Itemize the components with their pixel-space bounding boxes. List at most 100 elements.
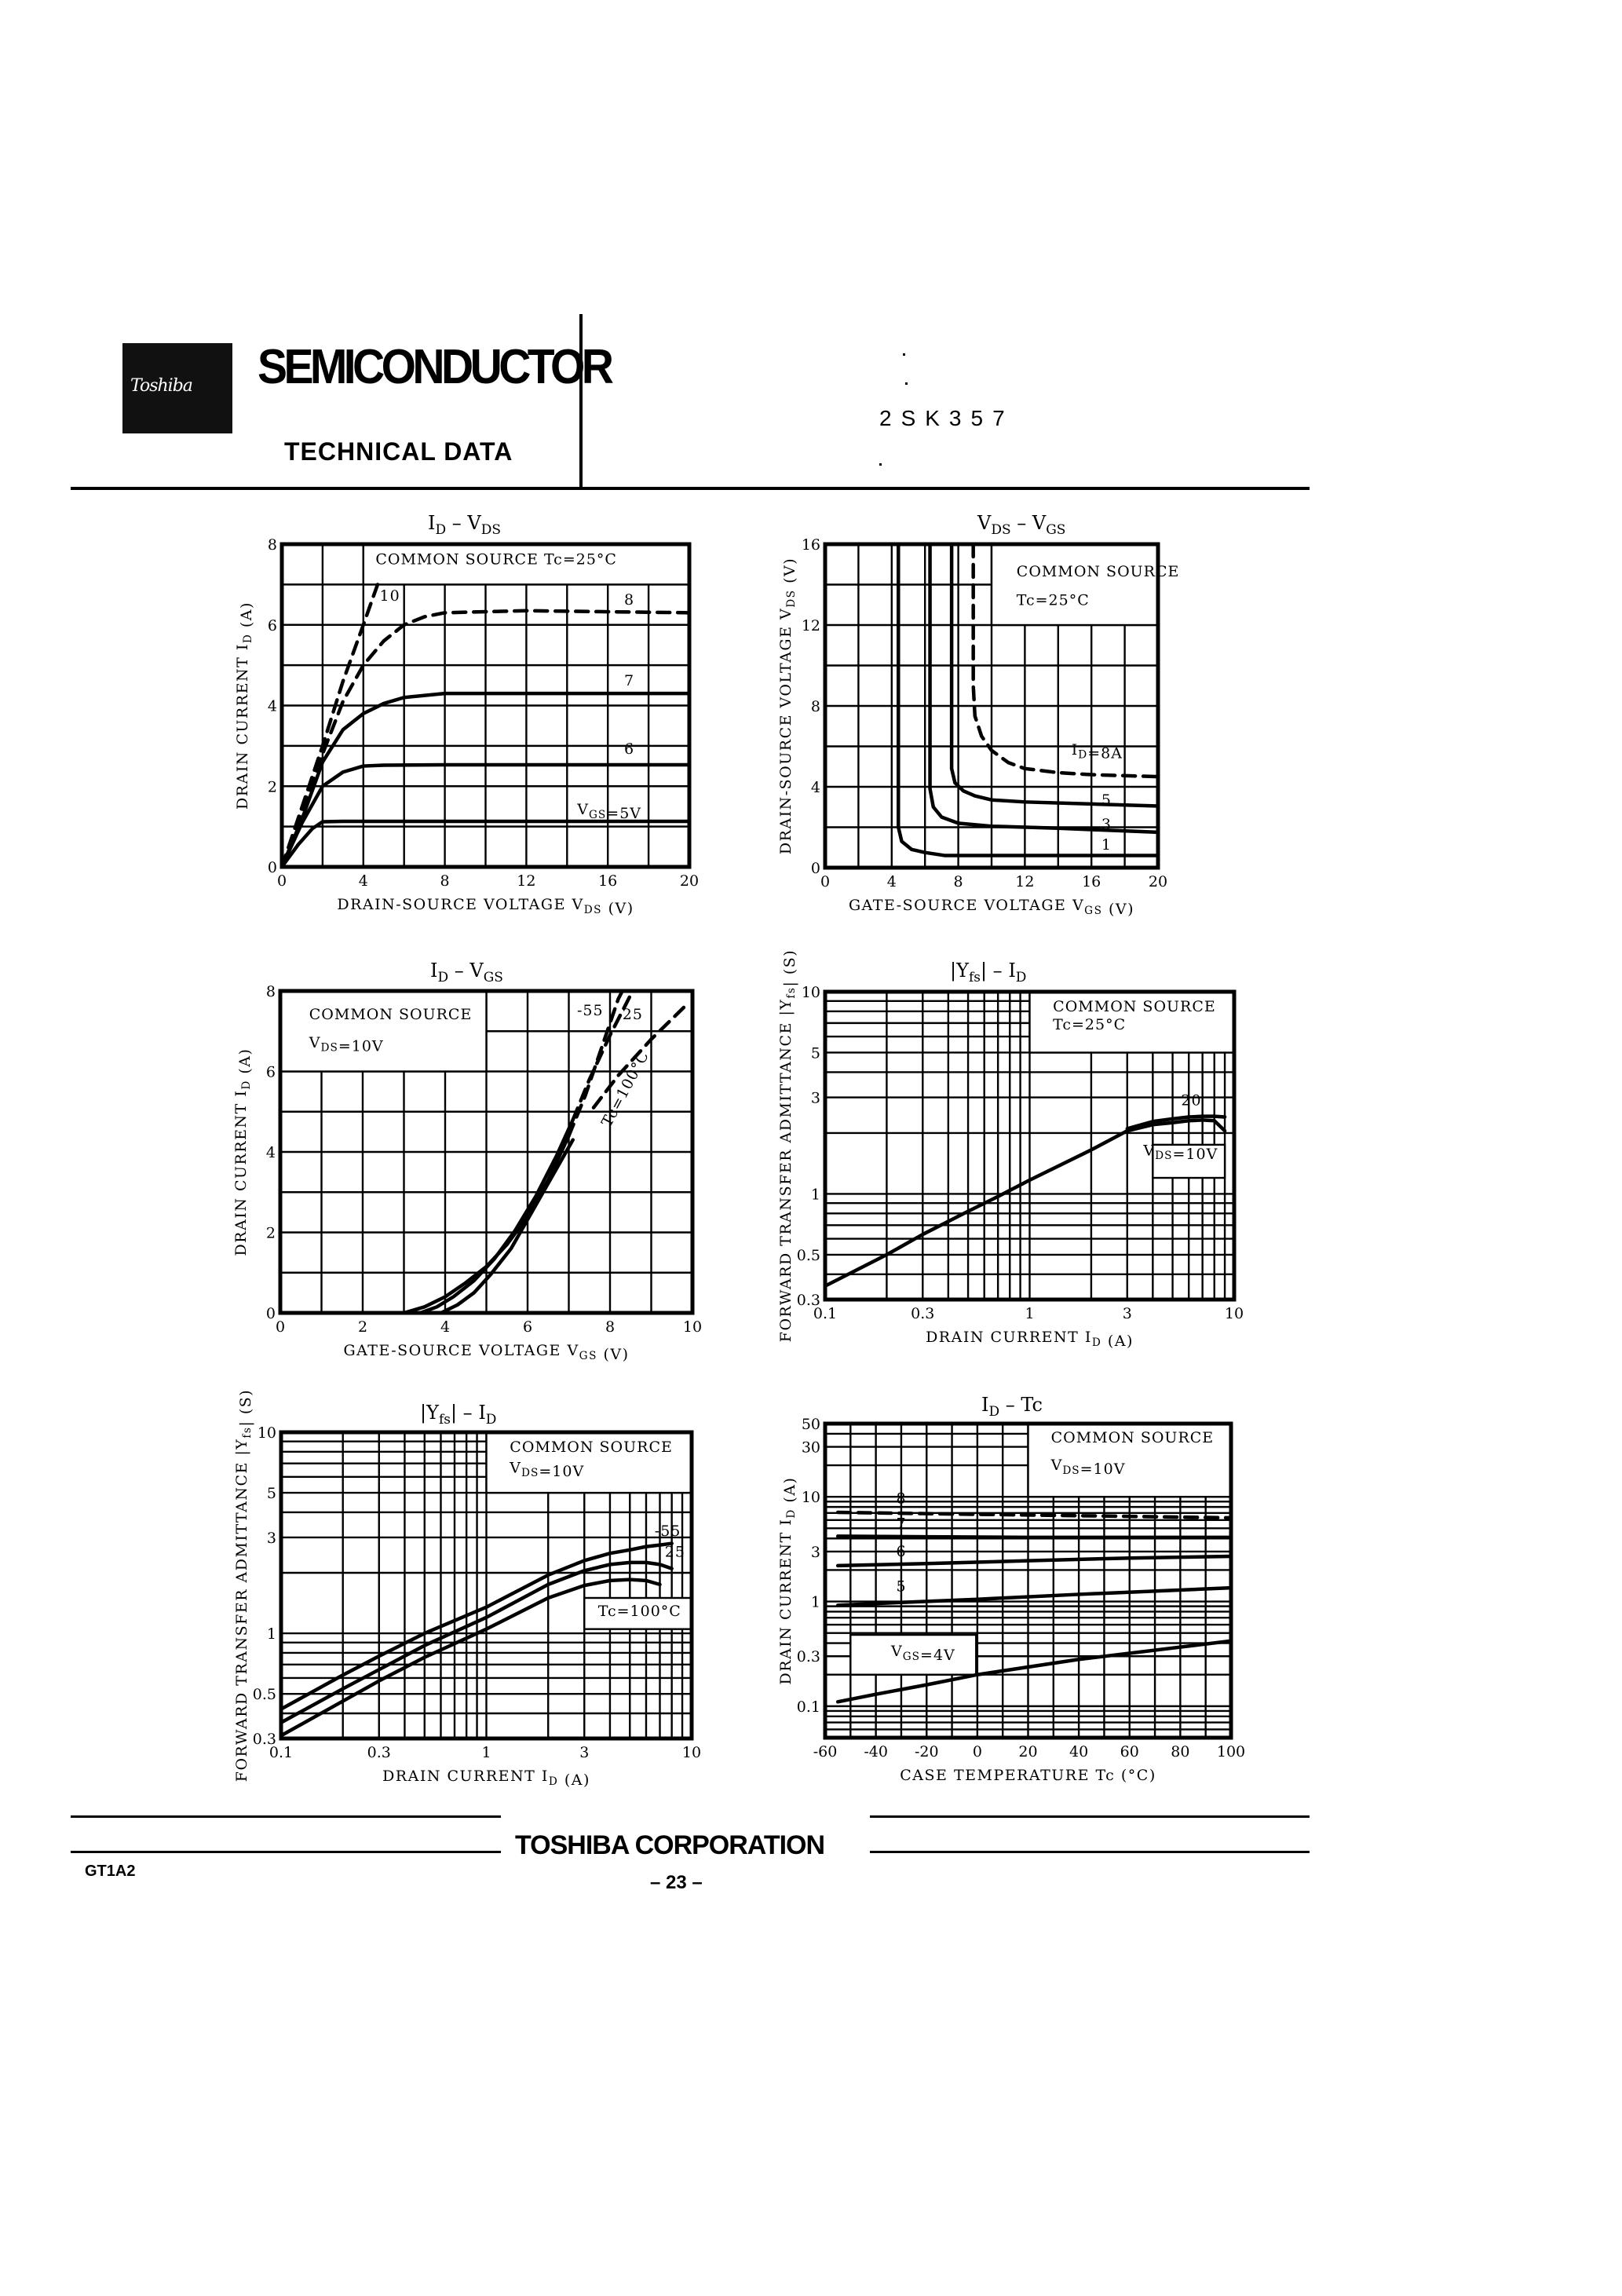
svg-text:-60: -60 [813,1743,838,1760]
chart-plot-id-vgs: 0 2 4 6 8 10 0 2 4 6 8 GATE-SOURCE VOLTAGE VGS (V) D… [232,983,702,1363]
chart-series [825,1114,1227,1289]
svg-text:8: 8 [954,873,963,890]
svg-text:COMMON SOURCE: COMMON SOURCE [309,1006,473,1023]
svg-text:2: 2 [358,1318,367,1336]
chart-title: ID – Tc [981,1394,1043,1420]
footer-rule-top-right [870,1815,1310,1818]
svg-text:DRAIN CURRENT ID (A): DRAIN CURRENT ID (A) [382,1768,590,1789]
footer-rule-top-left [71,1815,501,1818]
logo-text: Toshiba [130,376,193,396]
chart-series [402,991,686,1313]
svg-text:8: 8 [266,983,276,1000]
svg-text:0.3: 0.3 [911,1305,934,1322]
svg-text:20: 20 [1018,1743,1037,1760]
svg-text:1: 1 [481,1744,491,1761]
svg-text:16: 16 [802,536,820,554]
svg-text:DRAIN-SOURCE VOLTAGE VDS (V): DRAIN-SOURCE VOLTAGE VDS (V) [337,896,634,917]
svg-text:Tc=100°C: Tc=100°C [598,1603,681,1620]
chart-plot-id-vds: 0 4 8 12 16 20 0 2 4 6 8 DRAIN-SOURCE VOLTAGE VDS (… [234,536,699,917]
chart-title: VDS – VGS [977,512,1066,538]
chart-series [897,544,1158,857]
svg-text:10: 10 [1225,1305,1244,1322]
svg-text:3: 3 [1101,816,1112,833]
svg-text:COMMON SOURCE: COMMON SOURCE [1017,563,1180,580]
svg-text:12: 12 [1015,873,1034,890]
svg-text:4: 4 [887,873,897,890]
svg-text:0.1: 0.1 [797,1698,820,1716]
svg-text:8: 8 [811,698,820,715]
svg-text:-55: -55 [655,1523,681,1540]
svg-text:0: 0 [268,859,277,876]
svg-text:25: 25 [623,1006,643,1023]
svg-text:0.1: 0.1 [269,1744,293,1761]
svg-text:-55: -55 [577,1002,604,1019]
svg-text:-20: -20 [915,1743,939,1760]
svg-text:DRAIN CURRENT ID (A): DRAIN CURRENT ID (A) [777,1477,798,1685]
svg-text:ID=8A: ID=8A [1072,741,1123,762]
svg-text:20: 20 [1149,873,1167,890]
chart-series [282,583,689,867]
svg-text:3: 3 [579,1744,589,1761]
chart-title: |Yfs| – ID [420,1402,497,1428]
svg-text:COMMON SOURCE: COMMON SOURCE [510,1439,673,1456]
svg-text:COMMON SOURCE: COMMON SOURCE [1051,1429,1215,1446]
svg-text:4: 4 [440,1318,450,1336]
svg-text:0: 0 [811,860,820,877]
svg-text:25: 25 [665,1544,685,1561]
svg-text:0.3: 0.3 [797,1292,820,1309]
svg-text:1: 1 [811,1594,820,1611]
svg-text:6: 6 [896,1543,906,1560]
svg-text:VGS=4V: VGS=4V [890,1643,955,1664]
svg-text:1: 1 [267,1625,276,1643]
svg-text:30: 30 [802,1439,820,1457]
chart-title: ID – VDS [428,512,501,538]
svg-text:7: 7 [624,672,634,689]
svg-text:4: 4 [811,779,820,796]
svg-text:20: 20 [680,872,699,890]
svg-text:16: 16 [1082,873,1101,890]
svg-text:8: 8 [896,1490,906,1507]
svg-text:3: 3 [267,1530,276,1547]
svg-text:2: 2 [268,778,277,795]
chart-title: ID – VGS [430,960,503,985]
footer-company: TOSHIBA CORPORATION [515,1830,825,1860]
svg-text:DRAIN-SOURCE VOLTAGE VDS (V): DRAIN-SOURCE VOLTAGE VDS (V) [777,558,798,854]
svg-text:20: 20 [1181,1091,1201,1109]
svg-text:100: 100 [1217,1743,1245,1760]
svg-text:COMMON SOURCE: COMMON SOURCE [1053,998,1216,1015]
footer-page-number: – 23 – [650,1872,703,1893]
footer-doc-code: GT1A2 [85,1863,136,1880]
svg-text:50: 50 [802,1416,820,1433]
chart-series [835,1510,1231,1704]
svg-text:VGS=5V: VGS=5V [576,801,641,822]
svg-text:80: 80 [1171,1743,1189,1760]
svg-text:GATE-SOURCE VOLTAGE VGS (V): GATE-SOURCE VOLTAGE VGS (V) [343,1342,629,1363]
scan-speck [879,463,882,466]
svg-text:8: 8 [605,1318,615,1336]
svg-text:CASE TEMPERATURE Tc (°C): CASE TEMPERATURE Tc (°C) [900,1767,1156,1784]
svg-text:Tc=25°C: Tc=25°C [1017,591,1090,609]
svg-text:5: 5 [1101,792,1112,809]
svg-text:0: 0 [276,1318,285,1336]
svg-text:6: 6 [266,1064,276,1081]
svg-text:COMMON SOURCE Tc=25°C: COMMON SOURCE Tc=25°C [375,551,617,569]
svg-text:0.3: 0.3 [253,1731,276,1748]
svg-text:0.5: 0.5 [797,1247,820,1264]
chart-plot-vds-vgs: 0 4 8 12 16 20 0 4 8 12 16 GATE-SOURCE VOLTAGE VGS … [777,536,1180,918]
svg-text:0.3: 0.3 [367,1744,391,1761]
svg-text:5: 5 [267,1485,276,1502]
svg-text:1: 1 [1101,836,1112,854]
svg-text:1: 1 [1025,1305,1034,1322]
svg-text:12: 12 [517,872,535,890]
footer-rule-bottom-right [870,1851,1310,1853]
svg-text:DRAIN CURRENT ID (A): DRAIN CURRENT ID (A) [926,1329,1134,1350]
svg-text:Tc=25°C: Tc=25°C [1053,1016,1126,1033]
svg-text:40: 40 [1069,1743,1088,1760]
svg-text:10: 10 [682,1744,701,1761]
svg-text:10: 10 [683,1318,702,1336]
svg-text:60: 60 [1120,1743,1139,1760]
header-rule [71,487,1310,490]
svg-text:-40: -40 [864,1743,888,1760]
